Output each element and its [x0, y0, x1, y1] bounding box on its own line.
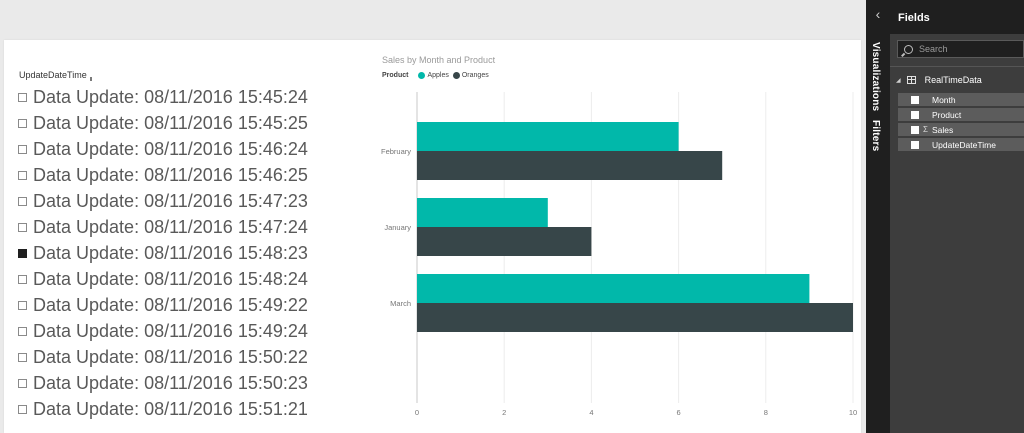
slicer-item[interactable]: Data Update: 08/11/2016 15:50:22 [18, 344, 358, 370]
field-checkbox[interactable] [911, 140, 919, 149]
collapse-chevron-icon[interactable]: ‹ [875, 6, 881, 22]
field-product[interactable]: Product [898, 108, 1024, 121]
field-checkbox[interactable] [911, 110, 919, 119]
slicer-checkbox[interactable] [18, 300, 27, 310]
slicer-item[interactable]: Data Update: 08/11/2016 15:49:24 [18, 318, 358, 344]
slicer-item-label: Data Update: 08/11/2016 15:46:24 [33, 138, 308, 159]
slicer-item[interactable]: Data Update: 08/11/2016 15:50:23 [18, 370, 358, 396]
fields-pane: Fields ◢ RealTimeData Month Product Σ Sales… [890, 0, 1024, 433]
slicer-checkbox[interactable] [18, 222, 27, 232]
slicer-checkbox[interactable] [18, 274, 27, 284]
slicer-item[interactable]: Data Update: 08/11/2016 15:47:23 [18, 188, 358, 214]
field-label: Month [932, 94, 956, 105]
slicer-item-label: Data Update: 08/11/2016 15:46:25 [33, 164, 308, 185]
slicer-item[interactable]: Data Update: 08/11/2016 15:48:24 [18, 266, 358, 292]
slicer-item[interactable]: Data Update: 08/11/2016 15:46:24 [18, 136, 358, 162]
field-label: UpdateDateTime [932, 139, 996, 150]
slicer-checkbox[interactable] [18, 170, 27, 180]
slicer-title: UpdateDateTime [19, 70, 87, 80]
x-tick-label: 2 [502, 408, 506, 417]
y-category-label: March [390, 299, 411, 308]
slicer-item[interactable]: Data Update: 08/11/2016 15:51:21 [18, 396, 358, 422]
field-search[interactable] [897, 40, 1024, 58]
legend-label-oranges: Oranges [461, 72, 489, 79]
bar-apples-february[interactable] [417, 122, 679, 151]
field-sales[interactable]: Σ Sales [898, 123, 1024, 136]
slicer-item-label: Data Update: 08/11/2016 15:48:24 [33, 268, 308, 289]
slicer-item-label: Data Update: 08/11/2016 15:48:23 [33, 242, 308, 263]
slicer-item-label: Data Update: 08/11/2016 15:49:24 [33, 320, 308, 341]
bar-oranges-january[interactable] [417, 227, 592, 256]
field-checkbox[interactable] [911, 125, 919, 134]
divider [890, 66, 1024, 67]
legend-item-oranges[interactable]: Oranges [452, 72, 489, 79]
bar-apples-january[interactable] [417, 198, 548, 227]
bar-oranges-march[interactable] [417, 303, 853, 332]
slicer-item[interactable]: Data Update: 08/11/2016 15:47:24 [18, 214, 358, 240]
x-tick-label: 0 [415, 408, 419, 417]
slicer-item[interactable]: Data Update: 08/11/2016 15:48:23 [18, 240, 358, 266]
slicer-checkbox[interactable] [18, 196, 27, 206]
slicer-header-bg [18, 68, 358, 77]
table-icon [906, 76, 916, 84]
field-updatedatetime[interactable]: UpdateDateTime [898, 138, 1024, 151]
search-icon [904, 44, 913, 54]
legend-item-apples[interactable]: Apples [418, 72, 449, 79]
bar-chart: 0 2 4 6 8 10 February January March [381, 92, 857, 417]
slicer-item-label: Data Update: 08/11/2016 15:45:25 [33, 112, 308, 133]
legend-label-apples: Apples [427, 72, 449, 79]
field-checkbox[interactable] [911, 95, 919, 104]
expand-caret-icon[interactable]: ◢ [896, 77, 901, 84]
slicer-item-label: Data Update: 08/11/2016 15:47:23 [33, 190, 308, 211]
field-label: Sales [932, 124, 954, 135]
bar-oranges-february[interactable] [417, 151, 723, 180]
slicer-checkbox[interactable] [18, 144, 27, 154]
slicer-item-label: Data Update: 08/11/2016 15:50:22 [33, 346, 308, 367]
slicer-checkbox[interactable] [18, 118, 27, 128]
pane-tabs: ‹ Visualizations Filters [866, 0, 890, 433]
slicer-item[interactable]: Data Update: 08/11/2016 15:45:25 [18, 110, 358, 136]
tab-filters[interactable]: Filters [870, 120, 881, 152]
fields-pane-title: Fields [890, 0, 1024, 34]
slicer-item[interactable]: Data Update: 08/11/2016 15:46:25 [18, 162, 358, 188]
x-tick-label: 6 [677, 408, 681, 417]
slicer-item-label: Data Update: 08/11/2016 15:45:24 [33, 86, 308, 107]
field-label: Product [932, 109, 962, 120]
tab-visualizations[interactable]: Visualizations [870, 42, 881, 112]
sigma-icon: Σ [923, 125, 928, 134]
slicer-checkbox[interactable] [18, 92, 27, 102]
bar-apples-march[interactable] [417, 274, 810, 303]
y-category-label: February [381, 147, 411, 156]
field-month[interactable]: Month [898, 93, 1024, 106]
legend-title: Product [382, 72, 409, 79]
x-tick-label: 4 [589, 408, 593, 417]
search-input[interactable] [919, 44, 1014, 54]
slicer-checkbox[interactable] [18, 326, 27, 336]
slicer-item[interactable]: Data Update: 08/11/2016 15:49:22 [18, 292, 358, 318]
slicer-checkbox[interactable] [18, 378, 27, 388]
x-tick-label: 10 [849, 408, 857, 417]
slicer-checkbox[interactable] [18, 404, 27, 414]
slicer-item-label: Data Update: 08/11/2016 15:49:22 [33, 294, 308, 315]
slicer-item-label: Data Update: 08/11/2016 15:51:21 [33, 398, 308, 419]
slicer-item-label: Data Update: 08/11/2016 15:50:23 [33, 372, 308, 393]
chart-legend: Product Apples Oranges [382, 72, 493, 79]
slicer-item[interactable]: Data Update: 08/11/2016 15:45:24 [18, 84, 358, 110]
y-category-label: January [384, 223, 411, 232]
slicer-checkbox[interactable] [18, 248, 27, 258]
x-tick-label: 8 [764, 408, 768, 417]
table-node-realtimedata[interactable]: ◢ RealTimeData [896, 75, 982, 85]
table-name: RealTimeData [924, 75, 982, 85]
chart-title: Sales by Month and Product [382, 55, 496, 65]
legend-dot-oranges [452, 72, 460, 79]
legend-dot-apples [418, 72, 426, 79]
slicer-item-label: Data Update: 08/11/2016 15:47:24 [33, 216, 308, 237]
slicer-checkbox[interactable] [18, 352, 27, 362]
